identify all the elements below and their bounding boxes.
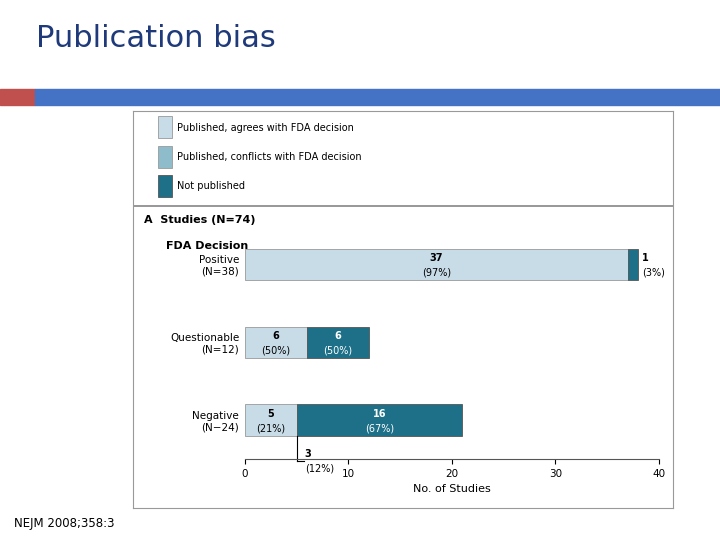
Bar — [158, 145, 172, 168]
Text: NEJM 2008;358:3: NEJM 2008;358:3 — [14, 517, 115, 530]
Text: Published, agrees with FDA decision: Published, agrees with FDA decision — [177, 123, 354, 133]
X-axis label: No. of Studies: No. of Studies — [413, 484, 490, 494]
Bar — [245, 248, 628, 280]
Text: (67%): (67%) — [365, 424, 394, 434]
Bar — [297, 404, 462, 436]
Text: (50%): (50%) — [323, 346, 353, 356]
Text: 1: 1 — [642, 253, 649, 264]
Text: 5: 5 — [267, 409, 274, 419]
Text: (50%): (50%) — [261, 346, 290, 356]
Text: 16: 16 — [373, 409, 386, 419]
Bar — [628, 248, 638, 280]
Bar — [158, 175, 172, 197]
Text: A  Studies (N=74): A Studies (N=74) — [144, 215, 256, 225]
Bar — [0, 89, 35, 105]
Text: (21%): (21%) — [256, 424, 285, 434]
Bar — [158, 116, 172, 138]
Text: 6: 6 — [335, 331, 341, 341]
Bar — [245, 327, 307, 357]
Text: (97%): (97%) — [422, 268, 451, 278]
Bar — [307, 327, 369, 357]
Text: 6: 6 — [272, 331, 279, 341]
Text: Published, conflicts with FDA decision: Published, conflicts with FDA decision — [177, 152, 362, 162]
Text: 37: 37 — [430, 253, 443, 264]
Bar — [245, 404, 297, 436]
Text: Publication bias: Publication bias — [36, 24, 276, 53]
Text: Not published: Not published — [177, 181, 246, 192]
Text: FDA Decision: FDA Decision — [166, 241, 248, 251]
Text: (3%): (3%) — [642, 268, 665, 278]
Text: (12%): (12%) — [305, 464, 334, 474]
Text: 3: 3 — [305, 449, 312, 459]
